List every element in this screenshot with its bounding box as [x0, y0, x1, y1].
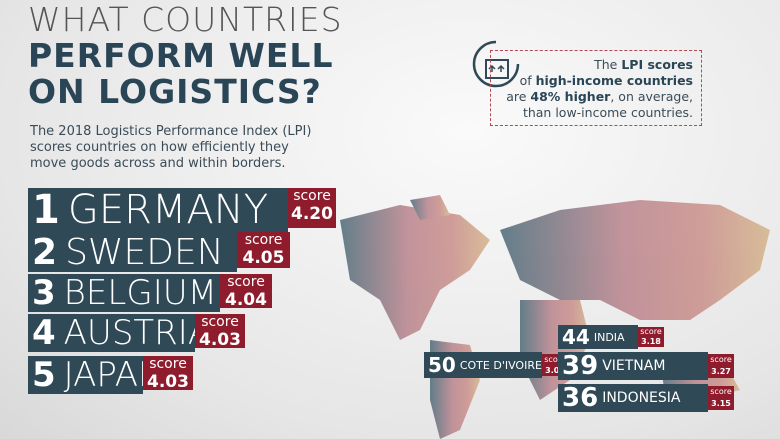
callout-text: than low-income countries. — [522, 105, 693, 120]
rank-number: 3 — [32, 273, 56, 313]
score-value: 3.18 — [641, 337, 661, 346]
country-name: AUSTRIA — [63, 313, 212, 353]
rank-bar: 50 COTE D'IVOIRE — [424, 352, 542, 378]
score-box: score 4.20 — [288, 188, 336, 228]
score-value: 3.08 — [545, 366, 565, 375]
callout-line: than low-income countries. — [499, 105, 693, 121]
rank-bar: 3 BELGIUM — [28, 273, 220, 313]
rank-number: 5 — [32, 355, 56, 395]
score-box: score 4.03 — [143, 356, 193, 392]
title-line: ON LOGISTICS? — [28, 72, 322, 111]
rank-bar: 5 JAPAN — [28, 355, 163, 395]
score-box: score 3.15 — [708, 386, 734, 410]
title-line: PERFORM WELL — [28, 36, 334, 75]
country-name: SWEDEN — [65, 231, 224, 273]
score-value: 4.03 — [199, 330, 241, 350]
score-box: score 4.04 — [220, 274, 272, 310]
score-value: 4.20 — [291, 204, 333, 224]
intro: The 2018 Logistics Performance Index (LP… — [30, 124, 312, 171]
rank-bar: 1 GERMANY — [28, 187, 288, 233]
title: WHAT COUNTRIES PERFORM WELL ON LOGISTICS… — [28, 2, 343, 110]
rank-number: 44 — [562, 325, 590, 349]
score-label: score — [293, 188, 331, 204]
country-name: COTE D'IVOIRE — [459, 358, 542, 372]
icon — [472, 40, 520, 88]
score-label: score — [149, 356, 187, 372]
title-line: WHAT COUNTRIES — [28, 0, 343, 39]
country-name: BELGIUM — [63, 273, 217, 313]
score-label: score — [544, 355, 566, 364]
country-name: INDIA — [593, 330, 625, 344]
rank-number: 1 — [32, 187, 60, 233]
rank-number: 39 — [562, 351, 599, 381]
callout-text: high-income countries — [535, 73, 693, 88]
score-value: 3.15 — [711, 399, 731, 408]
rank-number: 36 — [562, 383, 599, 413]
score-box: score 4.05 — [237, 232, 290, 268]
rank-bar: 36 INDONESIA — [558, 383, 708, 413]
country-name: VIETNAM — [602, 358, 666, 374]
rank-number: 2 — [32, 231, 58, 273]
callout-line: are 48% higher, on average, — [499, 89, 693, 105]
score-label: score — [640, 327, 662, 336]
callout-text: LPI scores — [621, 57, 693, 72]
country-name: GERMANY — [67, 187, 269, 233]
rank-bar: 2 SWEDEN — [28, 231, 237, 273]
score-label: score — [201, 314, 239, 330]
country-name: INDONESIA — [602, 390, 681, 406]
rank-number: 4 — [32, 313, 56, 353]
callout-text: , on average, — [610, 89, 693, 104]
rank-bar: 44 INDIA — [558, 325, 638, 349]
callout-text: of — [519, 73, 536, 88]
score-label: score — [710, 355, 732, 364]
score-value: 4.03 — [147, 372, 189, 392]
score-box: score 3.18 — [638, 327, 664, 347]
callout: The LPI scores of high-income countries ar… — [490, 50, 702, 126]
callout-line: The LPI scores — [499, 57, 693, 73]
score-box: score 4.03 — [195, 314, 245, 350]
score-label: score — [710, 387, 732, 396]
score-label: score — [227, 274, 265, 290]
score-value: 3.27 — [711, 367, 731, 376]
rank-number: 50 — [428, 353, 456, 377]
score-label: score — [244, 232, 283, 248]
callout-text: are — [506, 89, 531, 104]
callout-text: The — [594, 57, 622, 72]
rank-bar: 4 AUSTRIA — [28, 313, 211, 353]
callout-text: 48% higher — [530, 89, 611, 104]
score-value: 4.05 — [242, 248, 285, 268]
score-value: 4.04 — [225, 290, 267, 310]
rank-bar: 39 VIETNAM — [558, 351, 708, 381]
callout-line: of high-income countries — [499, 73, 693, 89]
score-box: score 3.27 — [708, 354, 734, 378]
